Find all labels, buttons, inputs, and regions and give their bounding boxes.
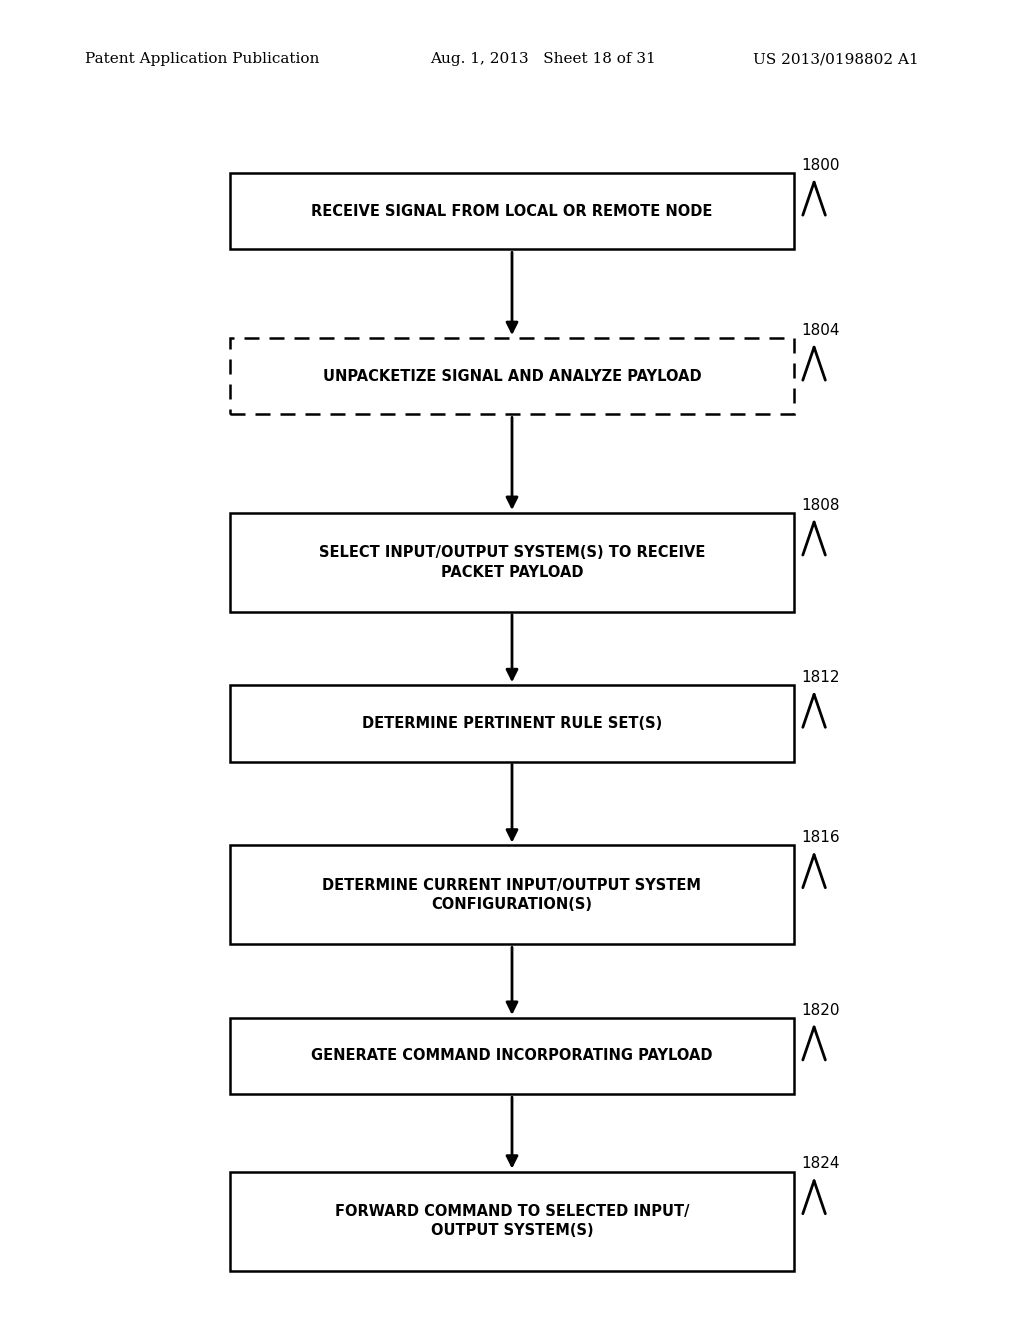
Text: GENERATE COMMAND INCORPORATING PAYLOAD: GENERATE COMMAND INCORPORATING PAYLOAD xyxy=(311,1048,713,1064)
Text: 1824: 1824 xyxy=(802,1156,841,1172)
Bar xyxy=(230,1018,794,1094)
Text: Aug. 1, 2013   Sheet 18 of 31: Aug. 1, 2013 Sheet 18 of 31 xyxy=(430,53,655,66)
Bar xyxy=(230,685,794,762)
Text: Patent Application Publication: Patent Application Publication xyxy=(85,53,319,66)
Text: RECEIVE SIGNAL FROM LOCAL OR REMOTE NODE: RECEIVE SIGNAL FROM LOCAL OR REMOTE NODE xyxy=(311,203,713,219)
Text: FORWARD COMMAND TO SELECTED INPUT/
OUTPUT SYSTEM(S): FORWARD COMMAND TO SELECTED INPUT/ OUTPU… xyxy=(335,1204,689,1238)
Text: 1820: 1820 xyxy=(802,1003,841,1018)
Bar xyxy=(230,845,794,945)
Text: 1804: 1804 xyxy=(802,323,841,338)
Text: SELECT INPUT/OUTPUT SYSTEM(S) TO RECEIVE
PACKET PAYLOAD: SELECT INPUT/OUTPUT SYSTEM(S) TO RECEIVE… xyxy=(318,545,706,579)
Text: US 2013/0198802 A1: US 2013/0198802 A1 xyxy=(753,53,919,66)
Bar xyxy=(230,513,794,612)
Bar xyxy=(230,1172,794,1270)
Text: 1816: 1816 xyxy=(802,830,841,846)
Text: 1800: 1800 xyxy=(802,158,841,173)
Text: DETERMINE PERTINENT RULE SET(S): DETERMINE PERTINENT RULE SET(S) xyxy=(361,715,663,731)
Text: UNPACKETIZE SIGNAL AND ANALYZE PAYLOAD: UNPACKETIZE SIGNAL AND ANALYZE PAYLOAD xyxy=(323,368,701,384)
Bar xyxy=(230,173,794,249)
Text: 1812: 1812 xyxy=(802,671,841,685)
Bar xyxy=(230,338,794,414)
Text: DETERMINE CURRENT INPUT/OUTPUT SYSTEM
CONFIGURATION(S): DETERMINE CURRENT INPUT/OUTPUT SYSTEM CO… xyxy=(323,878,701,912)
Text: 1808: 1808 xyxy=(802,498,841,513)
